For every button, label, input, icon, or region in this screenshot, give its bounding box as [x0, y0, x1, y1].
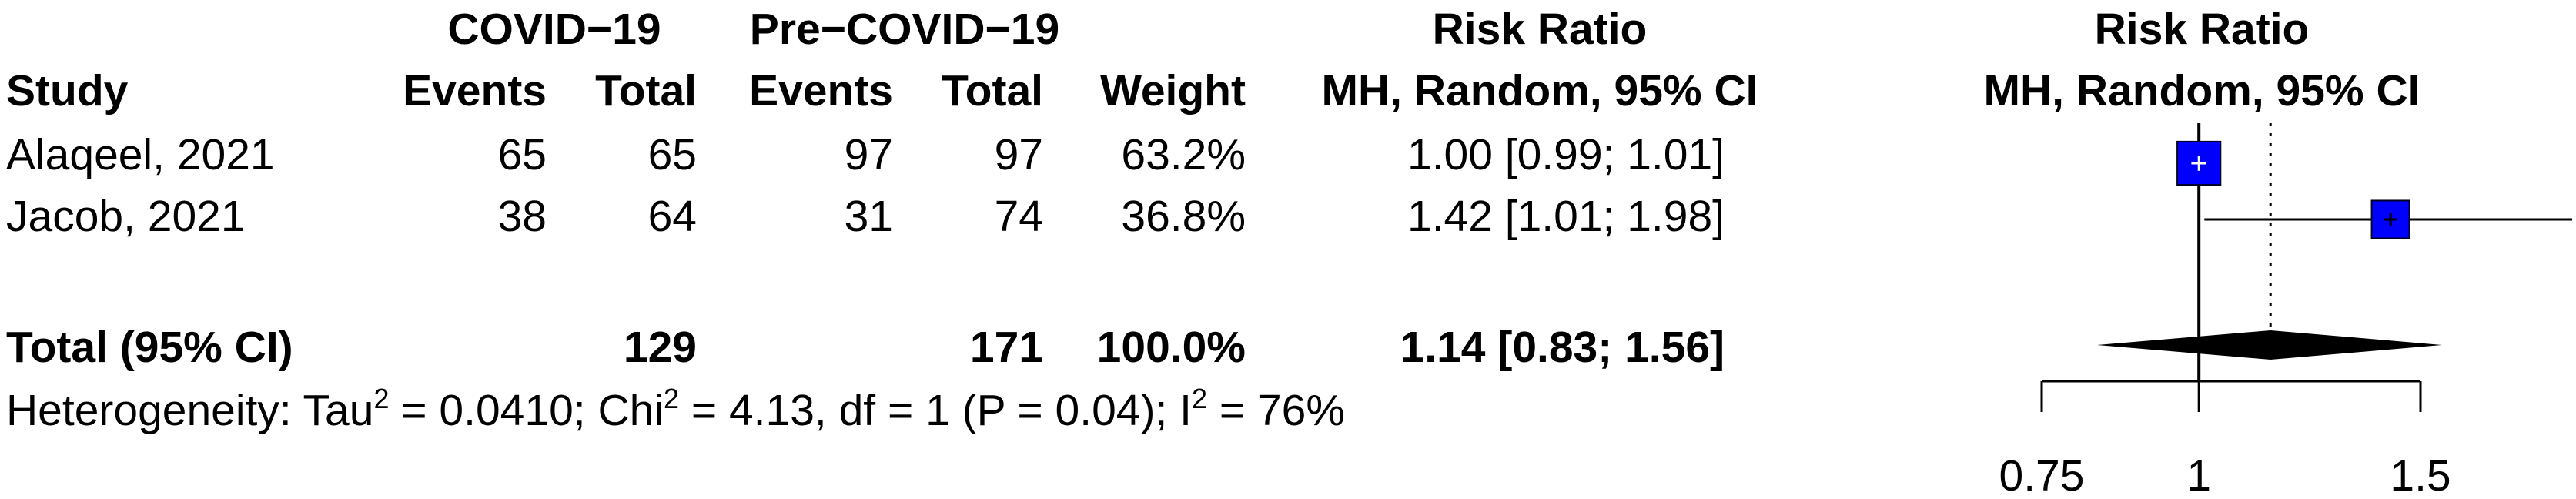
i-superscript: 2 — [1191, 383, 1208, 414]
group1-header: COVID−19 — [447, 5, 661, 54]
tau-superscript: 2 — [373, 383, 390, 414]
total-total2: 171 — [969, 323, 1043, 372]
weight-header: Weight — [1100, 66, 1246, 116]
events2-header: Events — [749, 66, 893, 116]
total-ci: 1.14 [0.83; 1.56] — [1400, 323, 1725, 372]
study-total1: 65 — [647, 130, 697, 179]
total2-header: Total — [942, 66, 1043, 116]
total-total1: 129 — [623, 323, 697, 372]
events1-header: Events — [403, 66, 547, 116]
effect-header-bottom: MH, Random, 95% CI — [1321, 66, 1758, 116]
study-header: Study — [6, 66, 129, 116]
study-events2: 31 — [844, 192, 893, 241]
total1-header: Total — [595, 66, 697, 116]
study-total2: 74 — [994, 192, 1043, 241]
study-total1: 64 — [647, 192, 697, 241]
study-events2: 97 — [844, 130, 893, 179]
effect-header-top: Risk Ratio — [1432, 5, 1648, 54]
x-axis-tick-label: 1.5 — [2390, 451, 2451, 499]
total-label: Total (95% CI) — [6, 323, 293, 372]
tau-value: = 0.0410; Chi — [389, 386, 664, 435]
study-events1: 38 — [497, 192, 547, 241]
heterogeneity-text: Heterogeneity: Tau2 = 0.0410; Chi2 = 4.1… — [6, 385, 1346, 435]
plot-header-top: Risk Ratio — [2094, 5, 2310, 54]
x-axis-tick-label: 1 — [2186, 451, 2211, 499]
chi-superscript: 2 — [663, 383, 680, 414]
study-events1: 65 — [497, 130, 547, 179]
pooled-diamond — [2096, 330, 2442, 360]
study-ci: 1.00 [0.99; 1.01] — [1407, 130, 1725, 179]
chi-value: = 4.13, df = 1 (P = 0.04); I — [679, 386, 1192, 435]
heterogeneity-prefix: Heterogeneity: Tau — [6, 386, 374, 435]
study-name: Jacob, 2021 — [6, 192, 246, 241]
study-ci: 1.42 [1.01; 1.98] — [1407, 192, 1725, 241]
total-weight: 100.0% — [1096, 323, 1246, 372]
study-name: Alaqeel, 2021 — [6, 130, 275, 179]
plot-header-bottom: MH, Random, 95% CI — [1983, 66, 2420, 116]
study-total2: 97 — [994, 130, 1043, 179]
study-weight: 63.2% — [1121, 130, 1246, 179]
x-axis-tick-label: 0.75 — [1999, 451, 2085, 499]
study-weight: 36.8% — [1121, 192, 1246, 241]
group2-header: Pre−COVID−19 — [749, 5, 1060, 54]
i-value: = 76% — [1207, 386, 1346, 435]
